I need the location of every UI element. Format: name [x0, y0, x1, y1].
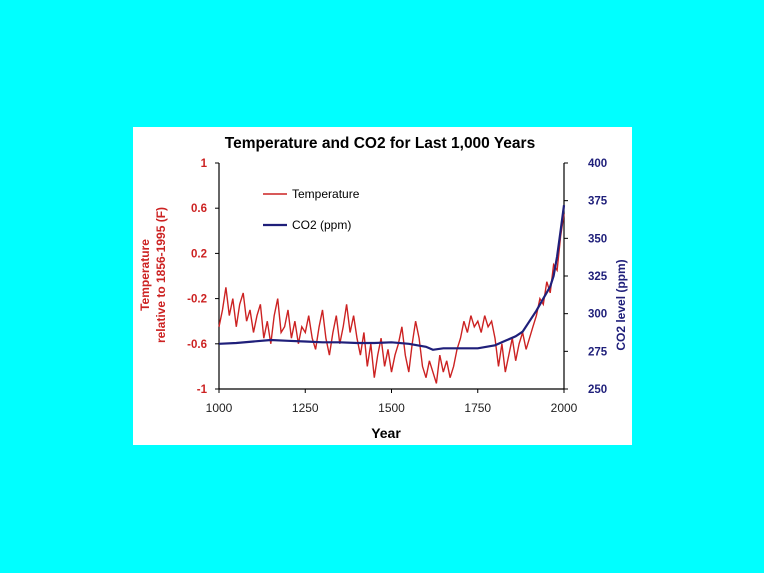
left-tick-label: 1: [201, 158, 208, 170]
x-tick-label: 1250: [292, 401, 319, 415]
right-tick-label: 250: [588, 384, 607, 396]
chart-panel: Temperature and CO2 for Last 1,000 Years…: [133, 127, 632, 445]
x-ticks: 1000 1250 1500 1750 2000: [206, 389, 578, 415]
x-tick-label: 1500: [378, 401, 405, 415]
right-tick-label: 375: [588, 196, 608, 208]
right-tick-label: 300: [588, 309, 607, 321]
left-tick-label: -0.6: [187, 339, 207, 351]
chart: Temperature and CO2 for Last 1,000 Years…: [138, 135, 628, 441]
right-tick-label: 350: [588, 233, 607, 245]
left-axis-label: Temperature relative to 1856-1995 (F): [138, 207, 168, 343]
left-tick-label: -1: [197, 384, 208, 396]
co2-series-line: [218, 205, 566, 351]
left-axis-label-line2: relative to 1856-1995 (F): [154, 207, 168, 343]
x-tick-label: 2000: [551, 401, 578, 415]
left-axis-label-line1: Temperature: [138, 239, 152, 311]
left-tick-label: 0.2: [191, 248, 207, 260]
x-tick-label: 1000: [206, 401, 233, 415]
legend-temperature-label: Temperature: [292, 187, 360, 201]
right-axis-label: CO2 level (ppm): [614, 259, 628, 350]
x-axis-label: Year: [371, 425, 401, 441]
left-y-ticks: 1 0.6 0.2 -0.2 -0.6 -1: [187, 158, 219, 396]
chart-title: Temperature and CO2 for Last 1,000 Years: [225, 135, 535, 152]
legend-co2-label: CO2 (ppm): [292, 218, 351, 232]
right-y-ticks: 400 375 350 325 300 275 250: [564, 158, 608, 396]
right-tick-label: 275: [588, 346, 608, 358]
right-tick-label: 400: [588, 158, 607, 170]
left-tick-label: 0.6: [191, 203, 207, 215]
legend: Temperature CO2 (ppm): [263, 187, 360, 232]
right-axis-label-group: CO2 level (ppm): [614, 259, 628, 350]
right-tick-label: 325: [588, 271, 608, 283]
x-tick-label: 1750: [464, 401, 491, 415]
temperature-series-line: [218, 213, 565, 384]
left-tick-label: -0.2: [187, 294, 207, 306]
